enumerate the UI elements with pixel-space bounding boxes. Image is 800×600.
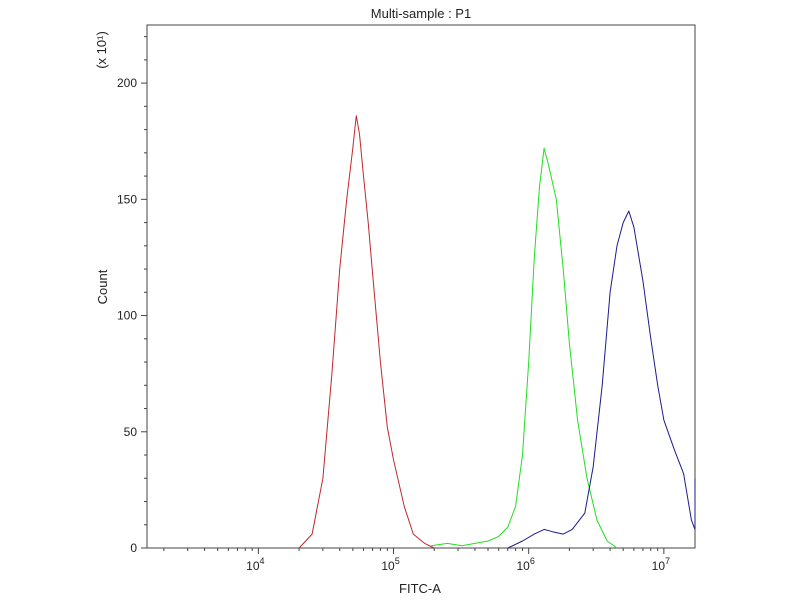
series-layer bbox=[298, 115, 696, 549]
y-axis: 0 50 100 150 200 bbox=[117, 36, 147, 555]
histogram-series-2 bbox=[431, 147, 618, 549]
plot-frame bbox=[146, 24, 696, 549]
x-tick-label: 104 bbox=[246, 556, 264, 573]
y-tick-label: 150 bbox=[117, 192, 137, 206]
y-axis-multiplier: (x 10¹) bbox=[94, 31, 109, 69]
x-tick-label: 106 bbox=[517, 556, 535, 573]
x-axis: 104 105 106 107 bbox=[163, 548, 670, 573]
y-tick-label: 200 bbox=[117, 76, 137, 90]
y-tick-label: 50 bbox=[124, 425, 138, 439]
x-tick-label: 105 bbox=[381, 556, 399, 573]
histogram-series-1 bbox=[298, 115, 435, 549]
chart-title: Multi-sample : P1 bbox=[371, 6, 471, 21]
x-axis-label: FITC-A bbox=[399, 581, 441, 596]
x-tick-label: 107 bbox=[652, 556, 670, 573]
y-axis-label: Count bbox=[95, 269, 110, 304]
y-tick-label: 100 bbox=[117, 309, 137, 323]
y-tick-label: 0 bbox=[130, 541, 137, 555]
histogram-series-3 bbox=[507, 210, 696, 549]
